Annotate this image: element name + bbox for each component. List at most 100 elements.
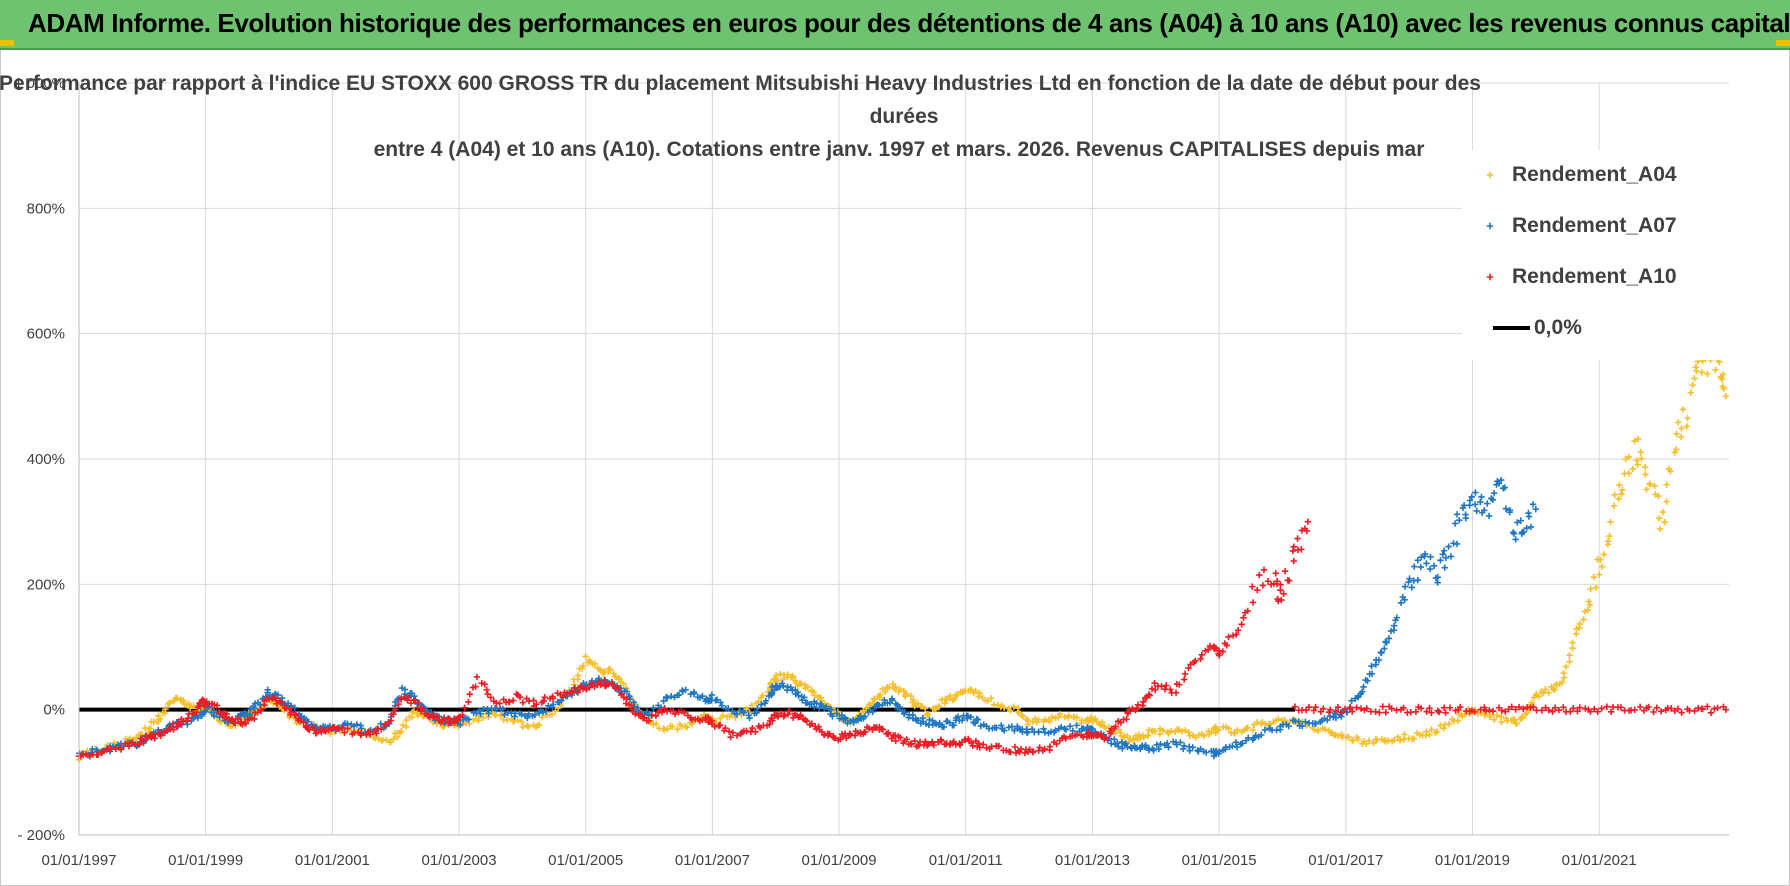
x-tick-label: 01/01/2013 <box>1055 852 1130 869</box>
data-point <box>1107 730 1114 737</box>
data-point <box>1332 707 1340 715</box>
plot-area <box>75 355 1730 763</box>
data-point <box>766 721 773 728</box>
data-point <box>784 671 791 678</box>
data-point <box>597 681 604 688</box>
data-point <box>1603 703 1611 710</box>
data-point <box>794 689 801 696</box>
data-point <box>947 692 954 700</box>
data-point <box>94 751 102 758</box>
data-point <box>1302 718 1309 726</box>
data-point <box>674 725 681 733</box>
y-tick-label: 1 000% <box>14 75 65 92</box>
data-point <box>967 713 975 721</box>
data-point <box>373 730 380 737</box>
data-point <box>1722 393 1730 400</box>
data-point <box>1134 701 1142 709</box>
data-point <box>804 683 811 691</box>
series-a04-0 <box>75 355 1730 763</box>
data-point <box>983 744 990 752</box>
data-point <box>727 733 734 741</box>
data-point <box>390 710 397 718</box>
data-point <box>1480 507 1488 514</box>
data-point <box>1327 706 1334 713</box>
data-point <box>1117 729 1124 736</box>
data-point <box>903 736 910 743</box>
data-point <box>1445 543 1452 550</box>
data-point <box>1651 482 1658 490</box>
data-point <box>690 690 698 698</box>
data-point <box>518 711 525 718</box>
data-point <box>1576 704 1583 711</box>
data-point <box>1489 496 1497 503</box>
data-point <box>891 732 899 739</box>
data-point <box>509 697 517 704</box>
data-point <box>1586 601 1593 609</box>
data-point <box>1497 476 1505 484</box>
data-point <box>1232 631 1240 638</box>
data-point <box>1535 693 1543 700</box>
data-point <box>1148 685 1156 693</box>
data-point <box>1434 574 1441 581</box>
data-point <box>615 685 622 693</box>
data-point <box>941 699 949 707</box>
data-point <box>568 689 576 697</box>
data-point <box>683 724 691 731</box>
data-point <box>877 691 884 698</box>
data-point <box>1560 669 1567 677</box>
data-point <box>401 686 409 693</box>
data-point <box>1254 586 1261 594</box>
data-point <box>958 716 966 724</box>
data-point <box>1151 679 1158 687</box>
data-point <box>1569 639 1576 646</box>
data-point <box>1633 457 1640 464</box>
chart-title: Performance par rapport à l'indice EU ST… <box>0 72 1481 161</box>
data-point <box>733 732 741 739</box>
data-point <box>475 717 482 724</box>
data-point <box>648 711 656 719</box>
data-point <box>1215 726 1222 734</box>
data-point <box>1182 727 1189 734</box>
data-point <box>1456 516 1463 524</box>
data-point <box>1320 705 1327 712</box>
data-point <box>558 697 565 704</box>
data-point <box>1229 742 1236 750</box>
data-point <box>1149 745 1156 752</box>
data-point <box>179 697 187 704</box>
data-point <box>1598 563 1606 570</box>
data-point <box>1305 704 1313 711</box>
data-point <box>733 710 741 718</box>
data-point <box>618 690 625 698</box>
data-point <box>660 727 668 734</box>
data-point <box>718 702 726 709</box>
data-point <box>344 725 351 732</box>
data-point <box>1204 646 1212 654</box>
legend-label-a04: Rendement_A04 <box>1512 163 1677 186</box>
data-point <box>1611 491 1618 498</box>
data-point <box>1176 681 1183 688</box>
data-point <box>1225 725 1232 732</box>
data-point <box>975 740 982 747</box>
data-point <box>542 708 550 715</box>
data-point <box>1155 745 1163 753</box>
data-point <box>1428 726 1435 733</box>
data-point <box>1569 645 1576 652</box>
data-point <box>715 722 722 730</box>
data-point <box>1454 717 1462 724</box>
data-point <box>1249 599 1257 606</box>
data-point <box>1508 703 1515 710</box>
data-point <box>1523 524 1530 532</box>
data-point <box>1427 553 1434 561</box>
data-point <box>1693 367 1700 375</box>
data-point <box>541 694 548 701</box>
data-point <box>861 713 869 720</box>
data-point <box>993 724 1000 732</box>
data-point <box>1567 708 1574 715</box>
data-point <box>774 713 782 720</box>
data-point <box>1202 749 1210 756</box>
data-point <box>866 700 873 708</box>
data-point <box>405 694 413 701</box>
data-point <box>487 694 494 701</box>
data-point <box>157 732 164 740</box>
data-point <box>668 692 675 700</box>
